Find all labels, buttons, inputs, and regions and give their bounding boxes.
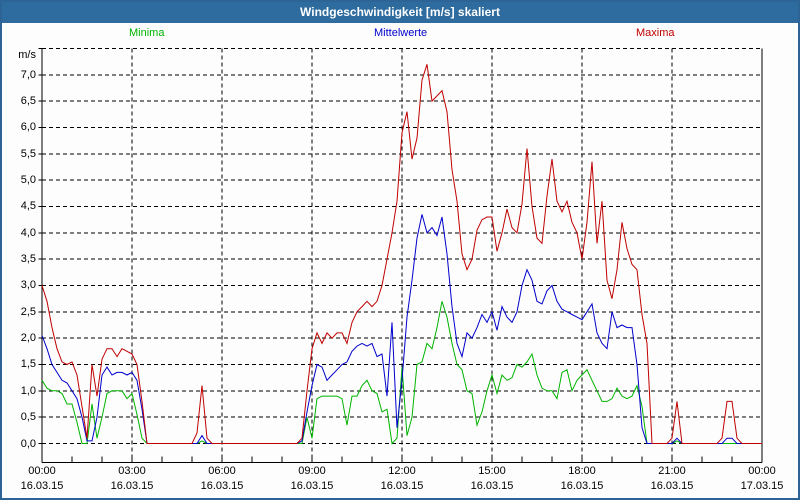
x-date-label: 17.03.15 bbox=[740, 480, 784, 492]
x-date-label: 16.03.15 bbox=[380, 480, 424, 492]
x-time-label: 12:00 bbox=[388, 465, 416, 477]
x-time-label: 00:00 bbox=[28, 465, 56, 477]
y-tick-label: 4,5 bbox=[20, 200, 36, 213]
y-tick-label: 1,5 bbox=[20, 358, 36, 371]
y-axis-unit-label: m/s bbox=[18, 49, 36, 61]
legend-mittelwerte-label: Mittelwerte bbox=[374, 27, 428, 39]
y-tick-label: 2,5 bbox=[20, 305, 36, 318]
x-time-label: 15:00 bbox=[478, 465, 506, 477]
y-tick-label: 1,0 bbox=[20, 384, 36, 397]
x-time-label: 03:00 bbox=[118, 465, 146, 477]
x-date-label: 16.03.15 bbox=[200, 480, 244, 492]
y-tick-label: 3,5 bbox=[20, 253, 36, 266]
x-date-label: 16.03.15 bbox=[20, 480, 64, 492]
x-date-label: 16.03.15 bbox=[110, 480, 154, 492]
x-time-label: 09:00 bbox=[298, 465, 326, 477]
y-tick-label: 7,0 bbox=[20, 68, 36, 81]
y-tick-label: 5,0 bbox=[20, 174, 36, 187]
y-tick-label: 2,0 bbox=[20, 332, 36, 345]
y-tick-label: 0,5 bbox=[20, 411, 36, 424]
page-title: Windgeschwindigkeit [m/s] skaliert bbox=[300, 5, 500, 19]
title-bar: Windgeschwindigkeit [m/s] skaliert bbox=[2, 2, 798, 23]
x-time-label: 21:00 bbox=[658, 465, 686, 477]
legend-maxima-label: Maxima bbox=[636, 27, 675, 39]
y-tick-label: 3,0 bbox=[20, 279, 36, 292]
series-maxima-line bbox=[41, 64, 762, 444]
x-date-label: 16.03.15 bbox=[290, 480, 334, 492]
x-time-label: 18:00 bbox=[568, 465, 596, 477]
y-tick-label: 5,5 bbox=[20, 147, 36, 160]
y-tick-label: 6,5 bbox=[20, 95, 36, 108]
legend-minima-label: Minima bbox=[129, 27, 165, 39]
x-time-label: 00:00 bbox=[748, 465, 776, 477]
x-date-label: 16.03.15 bbox=[650, 480, 694, 492]
y-tick-label: 0,0 bbox=[20, 437, 36, 450]
x-date-label: 16.03.15 bbox=[560, 480, 604, 492]
y-tick-label: 4,0 bbox=[20, 226, 36, 239]
x-date-label: 16.03.15 bbox=[470, 480, 514, 492]
y-tick-label: 6,0 bbox=[20, 121, 36, 134]
x-time-label: 06:00 bbox=[208, 465, 236, 477]
